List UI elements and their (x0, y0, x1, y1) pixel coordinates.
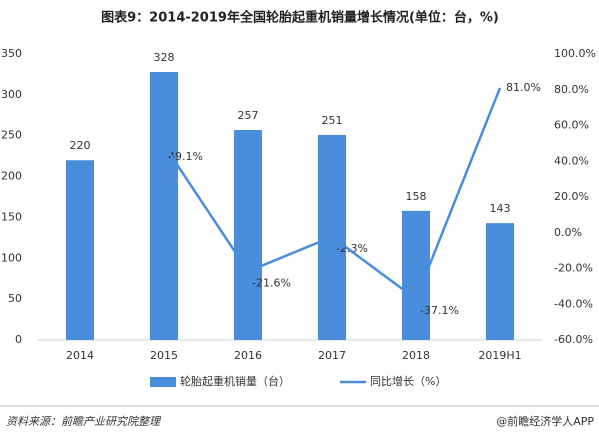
y2-tick-label: -40.0% (554, 297, 593, 310)
y-tick-label: 0 (15, 333, 22, 346)
y-tick-label: 300 (1, 88, 22, 101)
y2-tick-label: -60.0% (554, 333, 593, 346)
bar (486, 223, 514, 340)
legend: 轮胎起重机销量（台） 同比增长（%） (150, 374, 446, 388)
y2-tick-label: -20.0% (554, 262, 593, 275)
y-tick-label: 150 (1, 210, 22, 223)
bar-label: 328 (154, 51, 175, 64)
x-tick-label: 2014 (66, 349, 94, 362)
y2-tick-label: 0.0% (554, 226, 582, 239)
bar (66, 160, 94, 340)
x-tick-label: 2015 (150, 349, 178, 362)
y-tick-label: 200 (1, 170, 22, 183)
x-tick-label: 2016 (234, 349, 262, 362)
y2-tick-label: 20.0% (554, 190, 589, 203)
bar-label: 158 (406, 190, 427, 203)
credit: @前瞻经济学人APP (496, 414, 594, 428)
y2-tick-label: 60.0% (554, 119, 589, 132)
y-tick-label: 350 (1, 47, 22, 60)
bar-label: 257 (238, 109, 259, 122)
legend-label: 同比增长（%） (370, 374, 446, 388)
x-tick-label: 2017 (318, 349, 346, 362)
legend-swatch-bar (150, 377, 176, 387)
chart-title: 图表9：2014-2019年全国轮胎起重机销量增长情况(单位：台，%) (101, 10, 499, 26)
y2-tick-label: 100.0% (554, 47, 596, 60)
growth-line (162, 87, 502, 302)
y2-tick-label: 40.0% (554, 154, 589, 167)
y-tick-label: 250 (1, 129, 22, 142)
source: 资料来源：前瞻产业研究院整理 (6, 415, 162, 428)
y-tick-label: 50 (8, 292, 22, 305)
bar (150, 71, 178, 340)
y2-tick-label: 80.0% (554, 83, 589, 96)
x-tick-label: 2019H1 (478, 349, 521, 362)
line-label: 49.1% (168, 150, 203, 163)
y-tick-label: 100 (1, 251, 22, 264)
bar (234, 129, 262, 340)
bar-label: 251 (322, 114, 343, 127)
x-tick-label: 2018 (402, 349, 430, 362)
line-label: -37.1% (420, 304, 459, 317)
line-label: 81.0% (506, 81, 541, 94)
bar-label: 143 (490, 202, 511, 215)
legend-label: 轮胎起重机销量（台） (180, 374, 290, 388)
bar-label: 220 (70, 139, 91, 152)
line-label: -21.6% (252, 276, 291, 289)
